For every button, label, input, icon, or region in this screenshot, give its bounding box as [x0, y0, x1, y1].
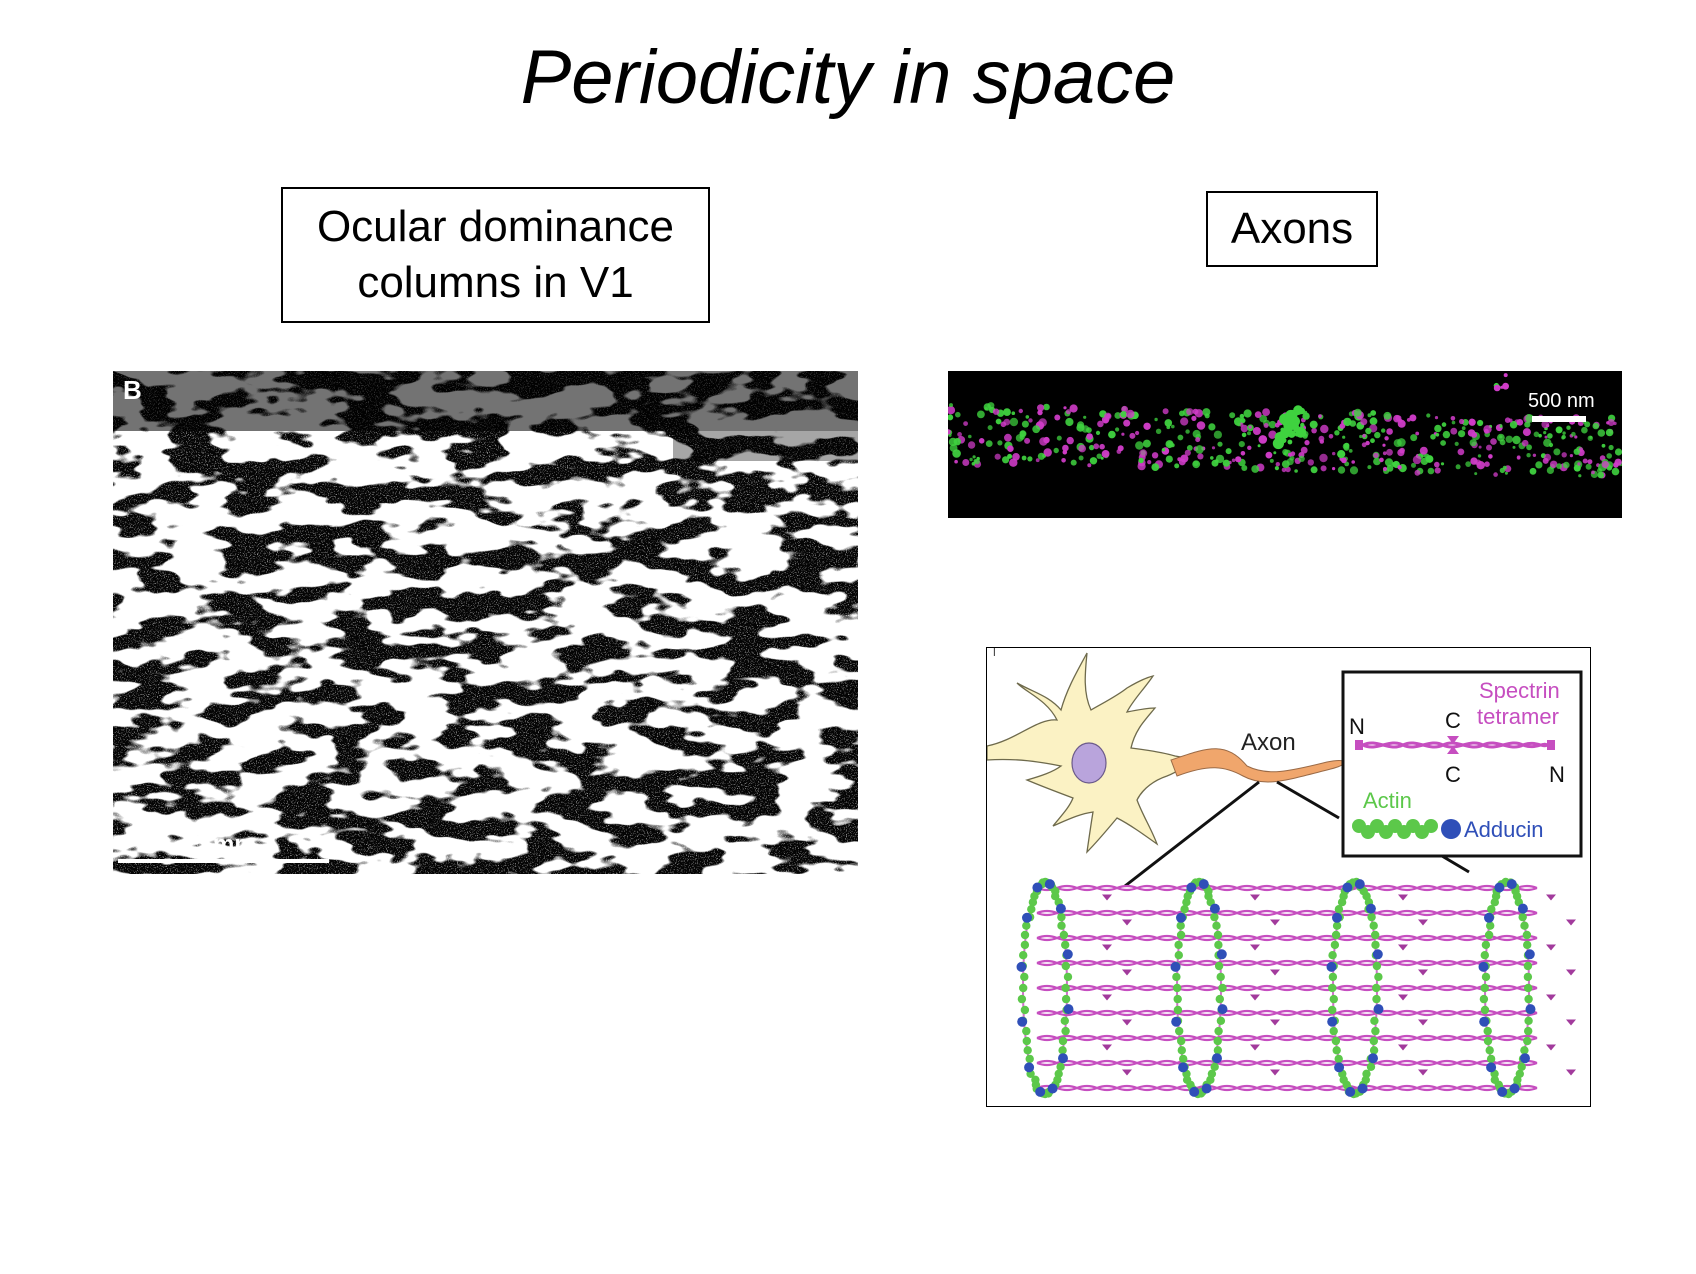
- legend-spectrin-glyph: [1355, 736, 1555, 754]
- ocular-dominance-image: B 5 mm: [113, 371, 858, 874]
- micrograph-dots: [948, 373, 1622, 479]
- periodic-lattice: [1016, 877, 1576, 1099]
- axon-cytoskeleton-diagram: Axon Spectrin tetramer N C C N Actin: [986, 647, 1591, 1107]
- micrograph-scale-bar-label: 500 nm: [1528, 390, 1595, 412]
- legend-c-bottom: C: [1445, 762, 1461, 787]
- legend-n-right: N: [1549, 762, 1565, 787]
- zoom-line-right: [1441, 854, 1470, 874]
- slide-title: Periodicity in space: [520, 35, 1176, 120]
- legend-adducin-dot: [1441, 819, 1461, 839]
- axon-micrograph: 500 nm: [948, 371, 1622, 518]
- neuron-illustration: Axon: [987, 652, 1346, 854]
- legend-n-left: N: [1349, 714, 1365, 739]
- legend-c-top: C: [1445, 708, 1461, 733]
- odc-scale-bar-label: 5 mm: [193, 831, 256, 858]
- legend-box: Spectrin tetramer N C C N Actin Adducin: [1341, 670, 1583, 858]
- legend-adducin: Adducin: [1464, 817, 1544, 842]
- zoom-line-left: [1124, 780, 1260, 888]
- legend-spectrin-line1: Spectrin: [1479, 678, 1560, 703]
- axons-label-text: Axons: [1230, 204, 1354, 253]
- axons-label: Axons: [1206, 191, 1378, 267]
- ocular-dominance-label-line1: Ocular dominance: [316, 202, 675, 251]
- svg-text:|: |: [993, 648, 996, 657]
- legend-spectrin-line2: tetramer: [1477, 704, 1559, 729]
- legend-actin-glyph: [1352, 819, 1438, 839]
- axon-text: Axon: [1241, 729, 1296, 756]
- zoom-line-mid: [1276, 780, 1340, 820]
- ocular-dominance-label: Ocular dominance columns in V1: [281, 187, 710, 323]
- odc-panel-letter: B: [123, 375, 142, 405]
- legend-actin: Actin: [1363, 788, 1412, 813]
- ocular-dominance-label-line2: columns in V1: [357, 258, 634, 307]
